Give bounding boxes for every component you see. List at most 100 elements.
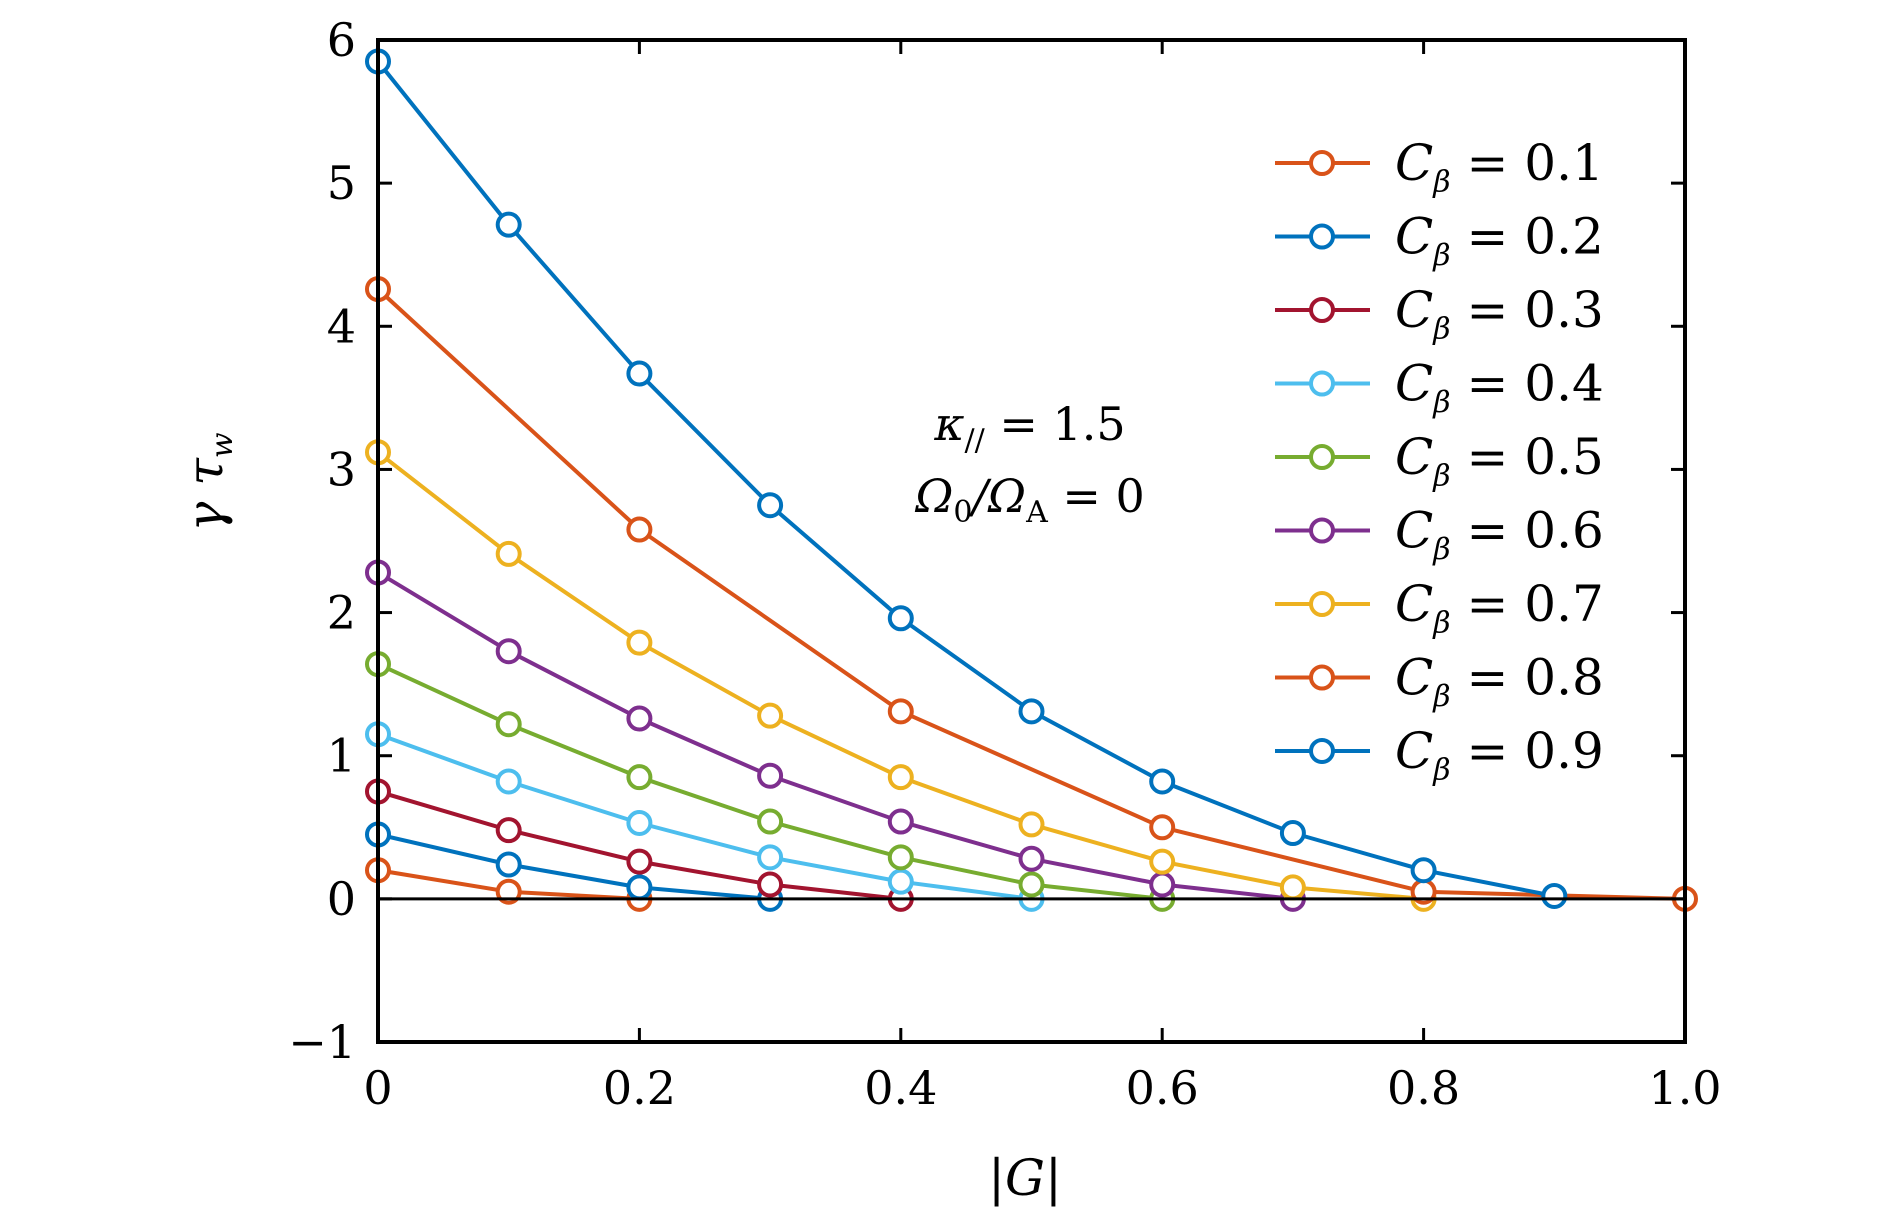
series-0.9 [365, 48, 1568, 909]
data-point [495, 768, 522, 795]
data-point [757, 871, 784, 898]
legend-marker [1309, 150, 1335, 176]
data-point [626, 705, 653, 732]
legend-marker [1309, 664, 1335, 691]
data-point [757, 762, 784, 789]
legend-label: Cβ = 0.4 [1395, 355, 1604, 421]
data-point [887, 605, 914, 632]
legend-label-sub: β [1432, 386, 1450, 421]
data-point [1279, 874, 1306, 901]
x-tick-label: 0.6 [1126, 1061, 1199, 1115]
data-point [1149, 848, 1176, 875]
data-point [887, 808, 914, 835]
legend-label-prefix: C [1395, 722, 1433, 780]
series-line [377, 732, 1032, 901]
legend-label: Cβ = 0.7 [1395, 575, 1604, 641]
y-axis-label: γ τw [176, 432, 240, 531]
data-point [1279, 820, 1306, 847]
x-tick-label: 0.8 [1387, 1061, 1460, 1115]
annotation-omega-value: = 0 [1048, 469, 1145, 523]
legend-marker [1309, 444, 1335, 470]
series-0.5 [365, 651, 1176, 912]
y-tick-label: 0 [327, 872, 356, 926]
y-tick-label: 2 [327, 586, 356, 640]
legend-label-value: = 0.1 [1451, 134, 1604, 192]
series-line [376, 60, 1555, 898]
data-point [887, 764, 914, 791]
legend-label-value: = 0.7 [1451, 575, 1604, 633]
x-axis-label: |G| [988, 1149, 1062, 1207]
legend-item: Cβ = 0.7 [1275, 575, 1604, 641]
data-point [1018, 845, 1045, 872]
legend-label-prefix: C [1395, 134, 1433, 192]
data-point [1149, 768, 1176, 795]
legend-label: Cβ = 0.3 [1395, 281, 1604, 347]
legend-item: Cβ = 0.3 [1275, 281, 1604, 347]
y-axis-label-main: γ τ [176, 457, 234, 532]
legend-label: Cβ = 0.1 [1395, 134, 1604, 200]
legend-label: Cβ = 0.2 [1395, 208, 1604, 274]
legend-label: Cβ = 0.8 [1395, 649, 1604, 715]
legend-label-sub: β [1432, 312, 1450, 347]
x-tick-label: 1.0 [1648, 1061, 1721, 1115]
data-point [887, 844, 914, 871]
legend-label-prefix: C [1395, 649, 1433, 707]
legend-label-sub: β [1432, 165, 1450, 200]
legend-label-prefix: C [1395, 575, 1433, 633]
legend-item: Cβ = 0.4 [1275, 355, 1604, 421]
y-tick-label: 3 [327, 442, 356, 496]
legend-label-value: = 0.2 [1451, 208, 1604, 266]
data-point [495, 878, 522, 905]
annotation-kappa-value: = 1.5 [985, 397, 1126, 451]
legend-item: Cβ = 0.6 [1275, 502, 1604, 568]
legend-marker [1309, 517, 1335, 544]
legend-label-value: = 0.5 [1451, 428, 1604, 486]
series-layer [365, 48, 1698, 912]
legend-label-value: = 0.9 [1451, 722, 1604, 780]
legend-label: Cβ = 0.6 [1395, 502, 1604, 568]
legend-label-sub: β [1432, 533, 1450, 568]
data-point [1410, 857, 1437, 884]
legend-label-sub: β [1432, 680, 1450, 715]
y-tick-label: −1 [288, 1015, 356, 1069]
data-point [1018, 871, 1045, 898]
annotation-omega-a-sub: 0 [953, 495, 972, 530]
legend-item: Cβ = 0.8 [1275, 649, 1604, 715]
legend-label-sub: β [1432, 753, 1450, 788]
data-point [495, 540, 522, 567]
data-point [495, 711, 522, 738]
legend-label-value: = 0.6 [1451, 502, 1604, 560]
data-point [757, 844, 784, 871]
series-0.4 [365, 721, 1045, 912]
x-tick-label: 0 [363, 1061, 392, 1115]
data-point [1541, 882, 1568, 909]
legend-item: Cβ = 0.9 [1275, 722, 1604, 788]
data-point [626, 764, 653, 791]
data-point [1149, 871, 1176, 898]
legend-marker [1309, 738, 1335, 764]
y-tick-label: 5 [327, 156, 356, 210]
data-point [887, 698, 914, 725]
data-point [495, 851, 522, 878]
legend-label: Cβ = 0.5 [1395, 428, 1604, 494]
legend-label-prefix: C [1395, 208, 1433, 266]
legend-label-value: = 0.8 [1451, 649, 1604, 707]
data-point [495, 817, 522, 844]
y-tick-label: 6 [327, 13, 356, 67]
legend-item: Cβ = 0.5 [1275, 428, 1604, 494]
plot-frame [376, 38, 1687, 1044]
y-tick-label: 4 [327, 299, 356, 353]
legend-item: Cβ = 0.1 [1275, 134, 1604, 200]
legend-label-prefix: C [1395, 281, 1433, 339]
legend-item: Cβ = 0.2 [1275, 208, 1604, 274]
series-line [376, 570, 1294, 901]
data-point [626, 809, 653, 836]
data-point [887, 868, 914, 895]
data-point [1149, 814, 1176, 841]
legend-marker [1309, 370, 1335, 397]
data-point [626, 516, 653, 543]
annotation-omega-a: Ω [914, 469, 953, 523]
data-point [626, 848, 653, 875]
